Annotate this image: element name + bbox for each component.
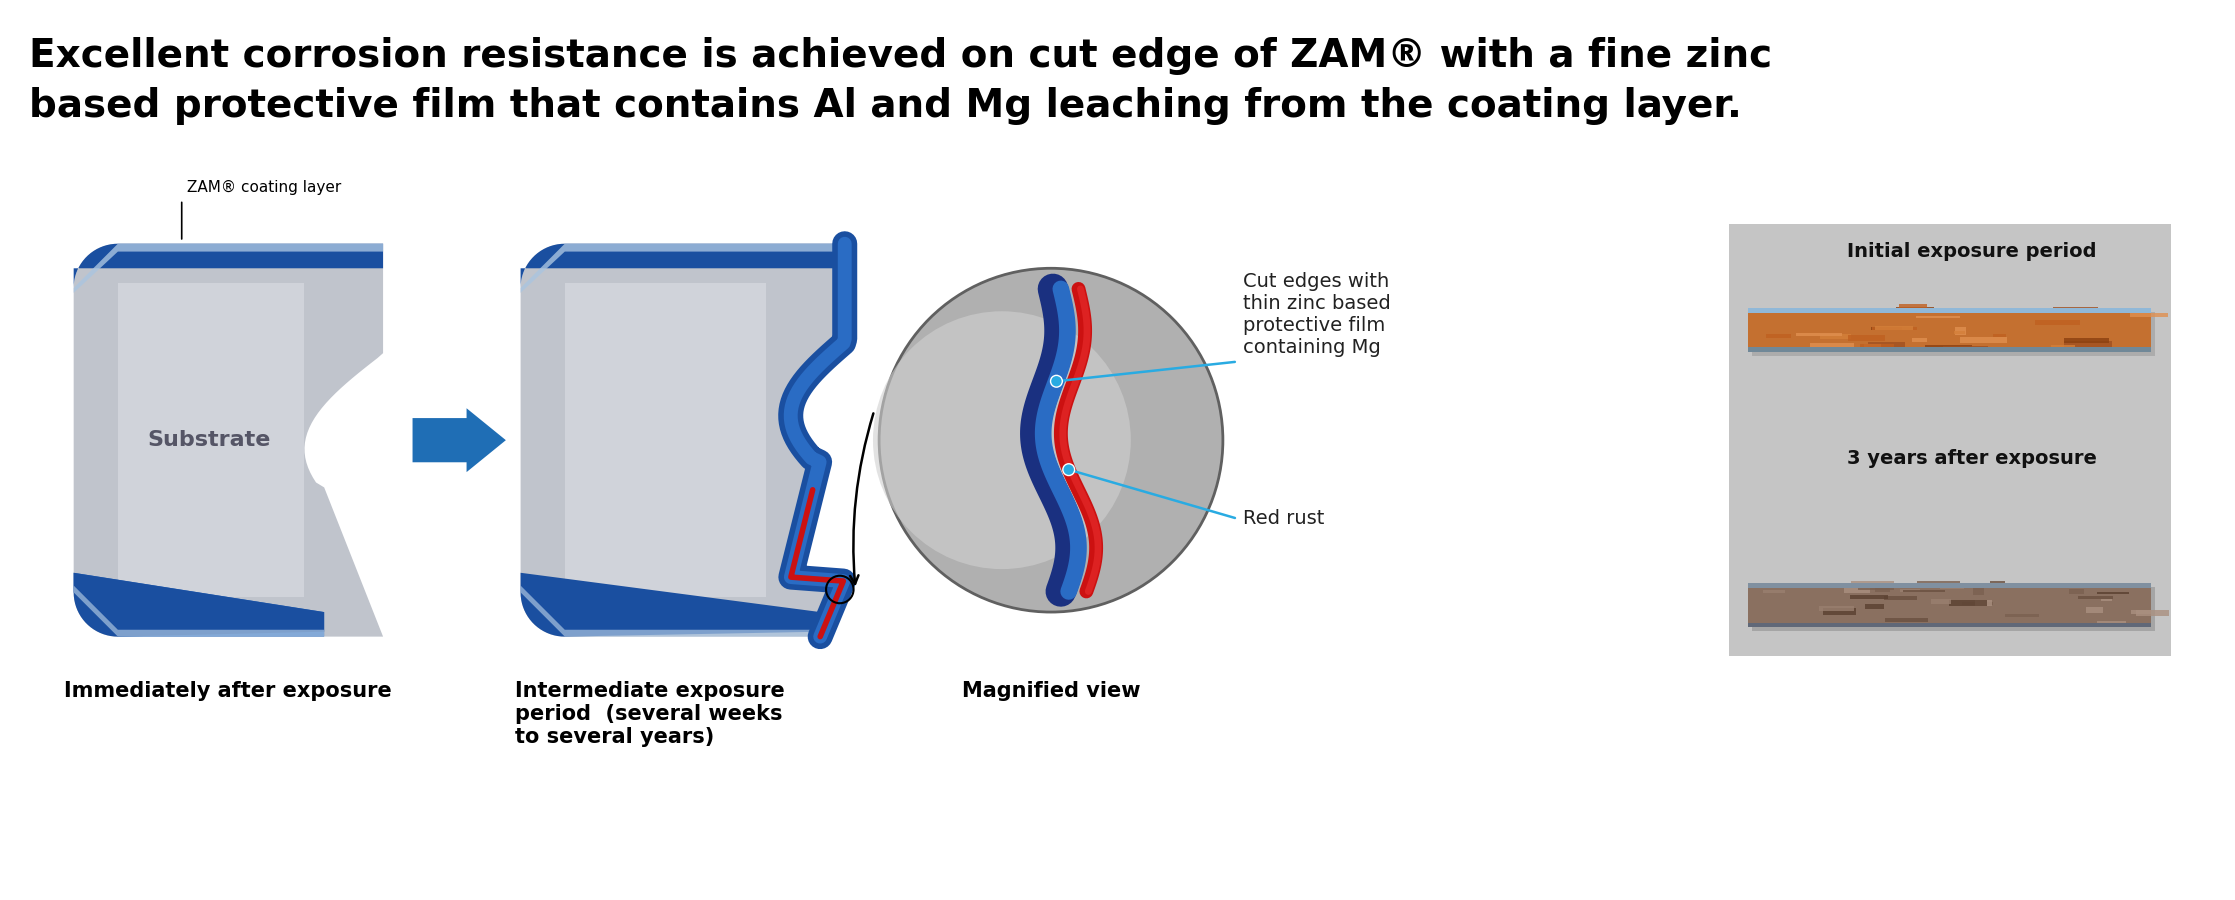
Text: Cut edges with
thin zinc based
protective film
containing Mg: Cut edges with thin zinc based protectiv… xyxy=(1243,272,1390,356)
FancyBboxPatch shape xyxy=(1974,588,1985,595)
FancyArrow shape xyxy=(413,409,505,472)
Polygon shape xyxy=(74,244,382,292)
FancyBboxPatch shape xyxy=(1857,583,1893,590)
FancyBboxPatch shape xyxy=(2130,610,2152,615)
Polygon shape xyxy=(565,283,767,598)
Text: ZAM® coating layer: ZAM® coating layer xyxy=(188,180,342,194)
FancyBboxPatch shape xyxy=(1822,334,1851,338)
FancyBboxPatch shape xyxy=(1875,586,1889,591)
FancyBboxPatch shape xyxy=(1819,606,1855,611)
Text: Excellent corrosion resistance is achieved on cut edge of ZAM® with a fine zinc: Excellent corrosion resistance is achiev… xyxy=(29,38,1772,76)
Polygon shape xyxy=(521,244,845,636)
FancyBboxPatch shape xyxy=(1895,307,1933,312)
FancyBboxPatch shape xyxy=(1931,599,1951,604)
Polygon shape xyxy=(74,244,382,636)
FancyBboxPatch shape xyxy=(1924,345,1971,350)
FancyBboxPatch shape xyxy=(1900,589,1920,591)
FancyBboxPatch shape xyxy=(1813,308,1853,313)
FancyBboxPatch shape xyxy=(1873,327,1918,330)
FancyBboxPatch shape xyxy=(2096,592,2128,594)
Polygon shape xyxy=(74,572,324,636)
FancyBboxPatch shape xyxy=(1766,334,1790,338)
FancyBboxPatch shape xyxy=(1864,604,1884,609)
FancyBboxPatch shape xyxy=(1953,331,1965,334)
Text: Intermediate exposure
period  (several weeks
to several years): Intermediate exposure period (several we… xyxy=(516,680,784,747)
Polygon shape xyxy=(521,586,820,636)
FancyBboxPatch shape xyxy=(2005,614,2038,617)
Polygon shape xyxy=(74,572,324,636)
Text: Red rust: Red rust xyxy=(1243,509,1323,528)
FancyBboxPatch shape xyxy=(2101,598,2112,601)
FancyBboxPatch shape xyxy=(1763,590,1786,593)
FancyBboxPatch shape xyxy=(1904,590,1944,592)
FancyBboxPatch shape xyxy=(1752,587,2155,631)
FancyBboxPatch shape xyxy=(1844,587,1868,593)
Circle shape xyxy=(878,268,1223,612)
FancyBboxPatch shape xyxy=(1942,346,1989,349)
Polygon shape xyxy=(521,572,820,636)
FancyBboxPatch shape xyxy=(1851,581,1893,586)
FancyBboxPatch shape xyxy=(1913,338,1927,342)
Circle shape xyxy=(1064,464,1075,475)
Circle shape xyxy=(1050,375,1062,387)
FancyBboxPatch shape xyxy=(1748,308,2150,352)
Text: Substrate: Substrate xyxy=(148,430,270,450)
FancyBboxPatch shape xyxy=(2052,346,2076,347)
FancyBboxPatch shape xyxy=(1848,335,1886,341)
FancyBboxPatch shape xyxy=(1748,582,2150,588)
FancyBboxPatch shape xyxy=(1868,342,1904,346)
FancyBboxPatch shape xyxy=(2065,338,2110,343)
FancyBboxPatch shape xyxy=(1752,311,2155,356)
FancyBboxPatch shape xyxy=(1884,596,1918,600)
FancyBboxPatch shape xyxy=(1748,346,2150,352)
FancyBboxPatch shape xyxy=(1851,595,1889,599)
FancyBboxPatch shape xyxy=(2036,320,2081,325)
FancyBboxPatch shape xyxy=(2137,610,2168,616)
FancyBboxPatch shape xyxy=(2070,590,2085,594)
FancyBboxPatch shape xyxy=(1860,345,1893,349)
FancyBboxPatch shape xyxy=(1886,618,1927,622)
FancyBboxPatch shape xyxy=(2079,596,2112,599)
Text: Immediately after exposure: Immediately after exposure xyxy=(65,680,393,701)
Text: Magnified view: Magnified view xyxy=(961,680,1140,701)
FancyBboxPatch shape xyxy=(1994,334,2005,338)
FancyBboxPatch shape xyxy=(1748,623,2150,626)
Circle shape xyxy=(874,311,1131,569)
Text: based protective film that contains Al and Mg leaching from the coating layer.: based protective film that contains Al a… xyxy=(29,86,1743,124)
FancyBboxPatch shape xyxy=(1871,327,1902,329)
Polygon shape xyxy=(521,244,845,288)
FancyBboxPatch shape xyxy=(2130,313,2168,317)
FancyBboxPatch shape xyxy=(1915,316,1960,318)
Polygon shape xyxy=(74,244,382,288)
FancyBboxPatch shape xyxy=(1918,580,1960,587)
FancyBboxPatch shape xyxy=(1757,309,1799,311)
Text: Initial exposure period: Initial exposure period xyxy=(1846,242,2096,261)
Polygon shape xyxy=(521,244,845,292)
FancyBboxPatch shape xyxy=(2085,608,2103,613)
FancyBboxPatch shape xyxy=(1956,327,1967,335)
FancyBboxPatch shape xyxy=(1976,600,1991,606)
FancyBboxPatch shape xyxy=(2054,308,2099,313)
FancyBboxPatch shape xyxy=(1748,308,2150,313)
FancyBboxPatch shape xyxy=(1978,309,2012,312)
FancyBboxPatch shape xyxy=(1797,333,1842,337)
FancyBboxPatch shape xyxy=(1900,304,1927,311)
FancyBboxPatch shape xyxy=(1940,586,1965,590)
FancyBboxPatch shape xyxy=(1748,582,2150,626)
FancyBboxPatch shape xyxy=(1989,581,2005,586)
FancyBboxPatch shape xyxy=(1949,600,1987,606)
FancyBboxPatch shape xyxy=(1960,338,2007,343)
FancyBboxPatch shape xyxy=(1728,224,2170,656)
Polygon shape xyxy=(74,586,324,636)
FancyBboxPatch shape xyxy=(1864,344,1882,350)
Polygon shape xyxy=(118,283,304,598)
FancyBboxPatch shape xyxy=(1875,326,1913,330)
FancyBboxPatch shape xyxy=(2063,341,2112,347)
Text: 3 years after exposure: 3 years after exposure xyxy=(1846,449,2096,468)
FancyBboxPatch shape xyxy=(1810,343,1853,348)
FancyBboxPatch shape xyxy=(2096,621,2125,625)
FancyBboxPatch shape xyxy=(1962,602,1994,606)
FancyBboxPatch shape xyxy=(1822,608,1857,615)
